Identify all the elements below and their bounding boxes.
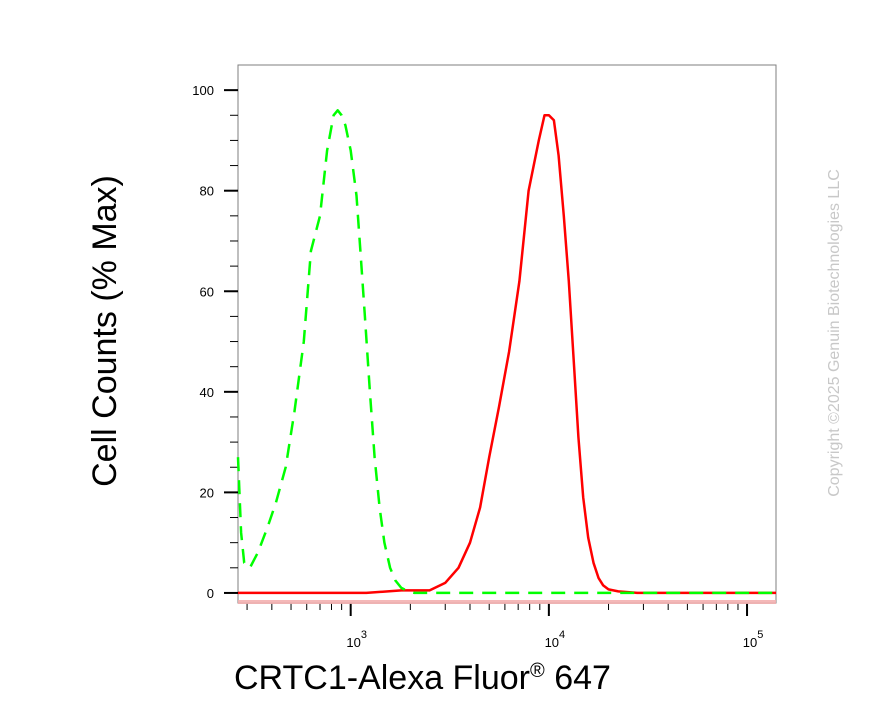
x-axis-title-main: CRTC1-Alexa Fluor [234,659,530,697]
y-axis: 0 20 40 60 80 100 [192,83,238,601]
y-tick-label: 40 [200,385,214,400]
y-tick-label: 0 [207,586,214,601]
y-tick-label: 80 [200,184,214,199]
y-tick-label: 60 [200,284,214,299]
x-tick-base: 10 [545,635,559,650]
x-axis-baseline [238,600,776,604]
y-axis-title: Cell Counts (% Max) [86,175,124,487]
x-tick-exponent: 3 [361,629,367,641]
x-tick-exponent: 4 [559,629,565,641]
x-tick-label: 105 [743,629,764,650]
x-tick-base: 10 [743,635,757,650]
x-tick-exponent: 5 [757,629,763,641]
copyright-watermark: Copyright ©2025 Genuin Biotechnologies L… [826,169,843,497]
x-axis: 103 104 105 [246,603,764,650]
y-tick-label: 20 [200,485,214,500]
x-tick-label: 104 [545,629,566,650]
x-axis-title-suffix: 647 [545,659,611,697]
x-axis-title: CRTC1-Alexa Fluor® 647 [234,659,611,697]
x-tick-base: 10 [346,635,360,650]
series-layer [236,109,776,595]
isotype-control-line [236,109,776,595]
y-tick-label: 100 [192,83,214,98]
plot-frame [237,64,777,604]
x-tick-label: 103 [346,629,367,650]
x-axis-title-registered: ® [530,660,545,682]
sample-histogram-line [238,114,776,595]
